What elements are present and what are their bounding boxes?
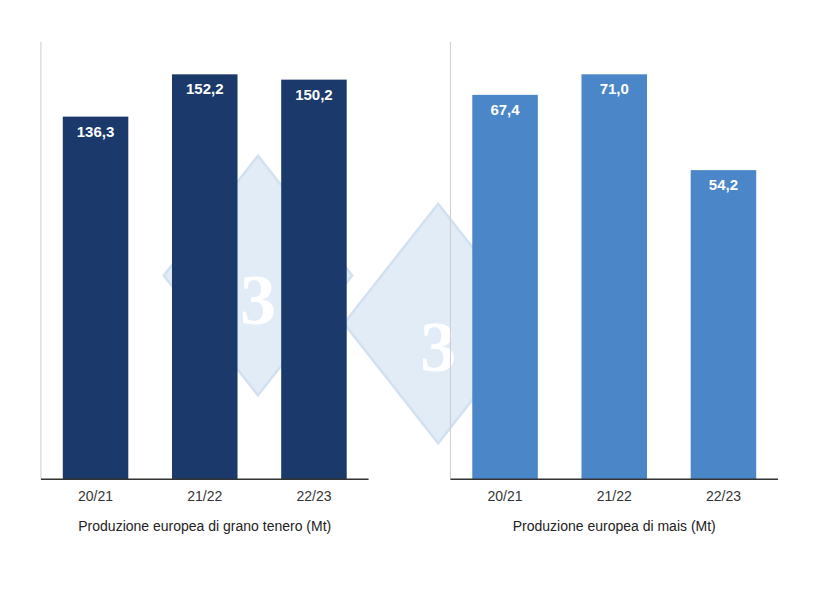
x-axis-label: Produzione europea di mais (Mt) (513, 518, 716, 534)
watermark-text: 3 (240, 260, 276, 340)
data-label: 152,2 (186, 80, 224, 97)
bar (281, 80, 347, 480)
x-tick-label: 22/23 (706, 488, 741, 504)
data-label: 136,3 (77, 123, 115, 140)
x-axis-line (41, 478, 369, 480)
x-tick-label: 21/22 (597, 488, 632, 504)
bar (581, 74, 647, 479)
chart-container: 33136,3152,2150,220/2121/2222/23Produzio… (0, 0, 819, 599)
y-axis-line (450, 42, 451, 479)
data-label: 150,2 (295, 86, 333, 103)
x-tick-label: 20/21 (78, 488, 113, 504)
data-label: 54,2 (709, 176, 738, 193)
x-tick-label: 22/23 (296, 488, 331, 504)
data-label: 71,0 (600, 80, 629, 97)
x-axis-line (450, 478, 778, 480)
x-tick-label: 21/22 (187, 488, 222, 504)
bar (172, 74, 238, 479)
bar (472, 95, 538, 479)
panel: 136,3 152,2 150,2 20/21 21/22 22/23 Produzione… (41, 42, 369, 534)
bar (691, 170, 757, 479)
y-axis-line (40, 42, 41, 479)
bars (472, 74, 756, 479)
chart-svg: 33136,3152,2150,220/2121/2222/23Produzio… (0, 0, 819, 599)
bars (63, 74, 347, 479)
x-axis-label: Produzione europea di grano tenero (Mt) (78, 518, 331, 534)
panel: 67,4 71,0 54,2 20/21 21/22 22/23 Produzione eu… (450, 42, 778, 534)
background (0, 0, 819, 599)
x-tick-label: 20/21 (488, 488, 523, 504)
bar (63, 117, 129, 480)
data-label: 67,4 (490, 101, 520, 118)
